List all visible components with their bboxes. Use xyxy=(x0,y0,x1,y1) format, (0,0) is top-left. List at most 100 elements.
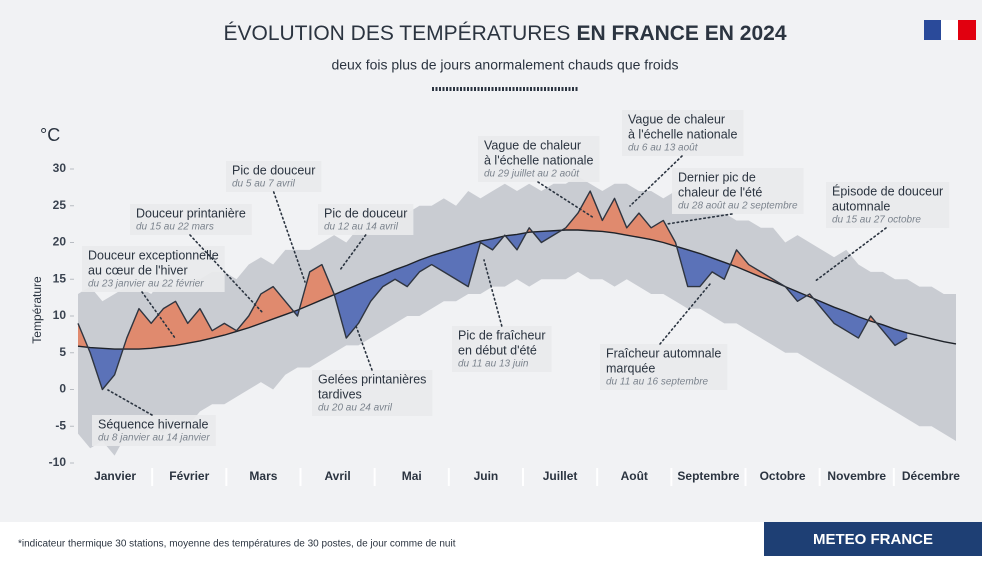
y-tick-label: 30 xyxy=(53,161,67,175)
x-tick-label: Octobre xyxy=(760,469,806,483)
y-tick-label: 0 xyxy=(59,382,66,396)
x-tick-label: Août xyxy=(621,469,648,483)
annotation-date: du 20 au 24 avril xyxy=(318,403,393,414)
annotation-date: du 15 au 27 octobre xyxy=(832,215,921,226)
annotation-title: Pic de douceur xyxy=(232,163,315,177)
plot-area xyxy=(77,176,957,456)
annotation-date: du 15 au 22 mars xyxy=(136,222,214,233)
annotation-title: Pic de douceur xyxy=(324,206,407,220)
chart-title: ÉVOLUTION DES TEMPÉRATURES EN FRANCE EN 2… xyxy=(223,22,786,45)
annotation-box xyxy=(92,415,216,446)
annotation-title: Douceur exceptionnelle xyxy=(88,248,219,262)
annotation: Pic de douceur du 12 au 14 avril xyxy=(318,204,414,271)
y-tick-label: -5 xyxy=(55,418,66,432)
annotation-title: Pic de fraîcheur xyxy=(458,328,546,342)
annotation-leader xyxy=(339,234,367,271)
annotation-title: à l'échelle nationale xyxy=(484,153,593,167)
annotation-date: du 29 juillet au 2 août xyxy=(484,169,580,180)
annotation-title: Vague de chaleur xyxy=(484,138,581,152)
x-tick-label: Mars xyxy=(249,469,277,483)
y-tick-label: 15 xyxy=(53,271,67,285)
annotation-date: du 6 au 13 août xyxy=(628,143,699,154)
y-tick-label: 5 xyxy=(59,345,66,359)
x-tick-label: Décembre xyxy=(902,469,960,483)
x-tick-label: Février xyxy=(169,469,209,483)
flag xyxy=(924,20,976,40)
annotation-date: du 23 janvier au 22 février xyxy=(88,279,204,290)
y-tick-label: 20 xyxy=(53,235,67,249)
annotation-box xyxy=(600,344,728,390)
annotation-title: en début d'été xyxy=(458,343,537,357)
annotation-title: Fraîcheur automnale xyxy=(606,346,721,360)
annotation-leader xyxy=(107,389,153,416)
annotation-title: Gelées printanières xyxy=(318,372,426,386)
annotation-title: chaleur de l'été xyxy=(678,185,762,199)
annotation-leader xyxy=(659,283,711,345)
annotation-box xyxy=(82,246,225,292)
annotation-title: à l'échelle nationale xyxy=(628,127,737,141)
annotation-box xyxy=(318,204,414,235)
annotation: Pic de douceur du 5 au 7 avril xyxy=(226,161,322,283)
annotation-box xyxy=(826,182,950,228)
plot: 30 25 20 15 10 5 0 -5 -10 Janvier Février Mars Avril… xyxy=(49,110,960,486)
annotation-date: du 12 au 14 avril xyxy=(324,222,399,233)
annotation-title: au cœur de l'hiver xyxy=(88,263,188,277)
annotation-leader xyxy=(355,325,373,371)
annotation-title: Vague de chaleur xyxy=(628,112,725,126)
subtitle: deux fois plus de jours anormalement cha… xyxy=(331,57,678,73)
annotation-title: tardives xyxy=(318,387,362,401)
annotation-box xyxy=(452,326,552,372)
normal-line xyxy=(77,229,957,350)
annotation-box xyxy=(130,204,252,235)
annotation-leader xyxy=(666,213,733,225)
y-tick-label: -10 xyxy=(49,455,67,469)
annotation-date: du 5 au 7 avril xyxy=(232,179,296,190)
annotation-title: Douceur printanière xyxy=(136,206,246,220)
x-tick-label: Septembre xyxy=(677,469,739,483)
x-tick-label: Juillet xyxy=(543,469,578,483)
title-part: ÉVOLUTION DES TEMPÉRATURES xyxy=(223,22,570,45)
annotation-title: Dernier pic de xyxy=(678,170,756,184)
x-tick-label: Juin xyxy=(474,469,499,483)
x-tick-label: Mai xyxy=(402,469,422,483)
annotation-leader xyxy=(141,291,176,339)
annotation-date: du 8 janvier au 14 janvier xyxy=(98,433,210,444)
annotation-title: automnale xyxy=(832,199,890,213)
annotation-box xyxy=(478,136,600,182)
annotation-title: marquée xyxy=(606,361,655,375)
annotation-box xyxy=(312,370,433,416)
observed-line xyxy=(77,190,908,391)
brand: METEO FRANCE xyxy=(813,531,933,548)
annotation-date: du 11 au 13 juin xyxy=(458,359,529,370)
annotation-leader xyxy=(629,155,683,207)
annotation: Séquence hivernale du 8 janvier au 14 jan… xyxy=(92,389,216,446)
annotation-date: du 11 au 16 septembre xyxy=(606,377,709,388)
annotation-date: du 28 août au 2 septembre xyxy=(678,201,798,212)
y-tick-label: 25 xyxy=(53,198,67,212)
annotation-box xyxy=(226,161,322,192)
x-tick-label: Janvier xyxy=(94,469,136,483)
x-tick-label: Novembre xyxy=(827,469,886,483)
annotation-leader xyxy=(189,234,263,313)
annotation-title: Séquence hivernale xyxy=(98,417,209,431)
annotation-box xyxy=(672,168,804,214)
y-unit: °C xyxy=(40,125,60,145)
annotation-leader xyxy=(813,227,887,283)
title-part: EN FRANCE EN 2024 xyxy=(576,22,786,45)
annotation-leader xyxy=(537,181,595,219)
normal-band xyxy=(78,176,956,456)
y-axis-label: Température xyxy=(30,276,44,344)
x-tick-label: Avril xyxy=(324,469,350,483)
annotation-title: Épisode de douceur xyxy=(832,183,943,198)
y-tick-label: 10 xyxy=(53,308,67,322)
